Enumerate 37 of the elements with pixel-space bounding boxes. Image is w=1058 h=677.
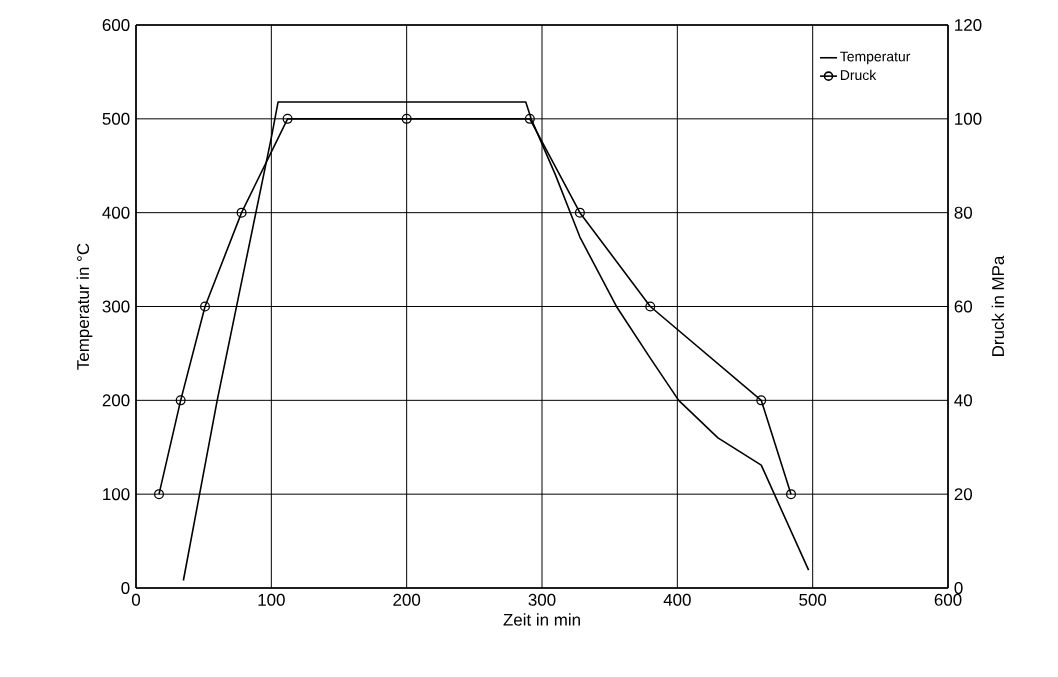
y-axis-title: Temperatur in °C xyxy=(76,243,93,370)
y-tick-label: 400 xyxy=(102,206,130,219)
point xyxy=(153,489,165,500)
point xyxy=(175,395,186,406)
point xyxy=(524,113,535,124)
y-tick-label: 200 xyxy=(102,394,130,407)
y-tick-label: 500 xyxy=(102,112,130,125)
point xyxy=(785,489,797,500)
x-tick-label: 100 xyxy=(258,593,285,606)
y2-tick-label: 40 xyxy=(954,394,973,407)
legend-label: Druck xyxy=(840,69,877,81)
y2-tick-label: 80 xyxy=(954,206,973,219)
point xyxy=(574,207,585,218)
x-tick-label: 500 xyxy=(799,593,827,606)
x-tick-label: 300 xyxy=(528,593,556,606)
x-tick-label: 200 xyxy=(393,593,421,606)
x-tick-label: 400 xyxy=(663,593,691,606)
x-tick-label: 600 xyxy=(934,593,962,606)
y-tick-label: 0 xyxy=(121,582,130,594)
point xyxy=(645,301,656,312)
point xyxy=(236,207,247,218)
y2-tick-label: 20 xyxy=(954,488,973,501)
point xyxy=(401,113,412,124)
y2-tick-label: 100 xyxy=(955,112,982,125)
x-axis-title: Zeit in min xyxy=(503,613,580,626)
point xyxy=(199,301,211,312)
y-tick-label: 300 xyxy=(102,300,130,313)
y2-axis-title: Druck in MPa xyxy=(991,255,1005,356)
y2-tick-label: 120 xyxy=(955,18,982,31)
y-tick-label: 600 xyxy=(102,19,130,31)
point xyxy=(756,395,767,406)
y-tick-label: 100 xyxy=(103,488,130,501)
legend-label: Temperatur xyxy=(840,51,911,65)
y2-tick-label: 0 xyxy=(954,582,963,594)
y2-tick-label: 60 xyxy=(954,300,973,313)
point xyxy=(282,113,293,124)
x-tick-label: 0 xyxy=(131,593,141,606)
